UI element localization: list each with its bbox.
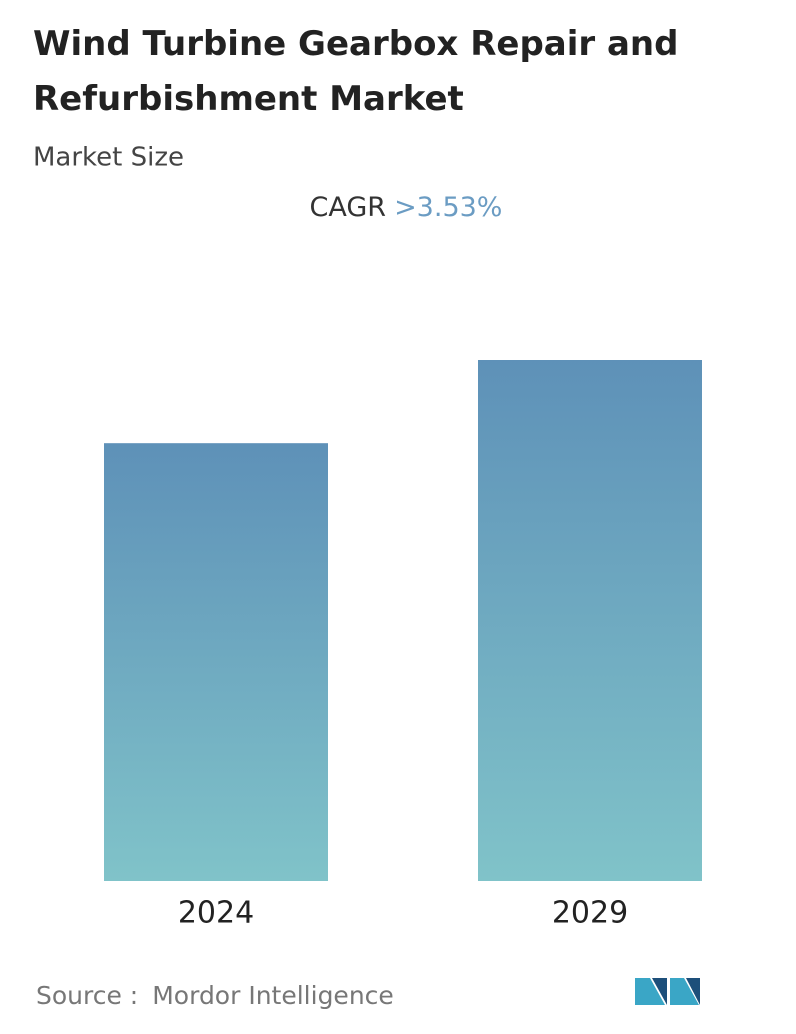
bar	[104, 443, 328, 881]
cagr-label: CAGR	[310, 192, 387, 223]
chart-subtitle: Market Size	[33, 143, 184, 173]
logo	[635, 978, 700, 1005]
x-tick-label: 2029	[552, 896, 628, 931]
source: Source : Mordor Intelligence	[36, 981, 394, 1010]
bar	[478, 360, 702, 881]
x-tick-label: 2024	[178, 896, 254, 931]
source-name: Mordor Intelligence	[152, 981, 394, 1010]
cagr: CAGR >3.53%	[310, 192, 503, 223]
source-label: Source :	[36, 981, 138, 1010]
chart-title: Wind Turbine Gearbox Repair and Refurbish…	[33, 24, 678, 119]
cagr-value: >3.53%	[394, 192, 502, 223]
